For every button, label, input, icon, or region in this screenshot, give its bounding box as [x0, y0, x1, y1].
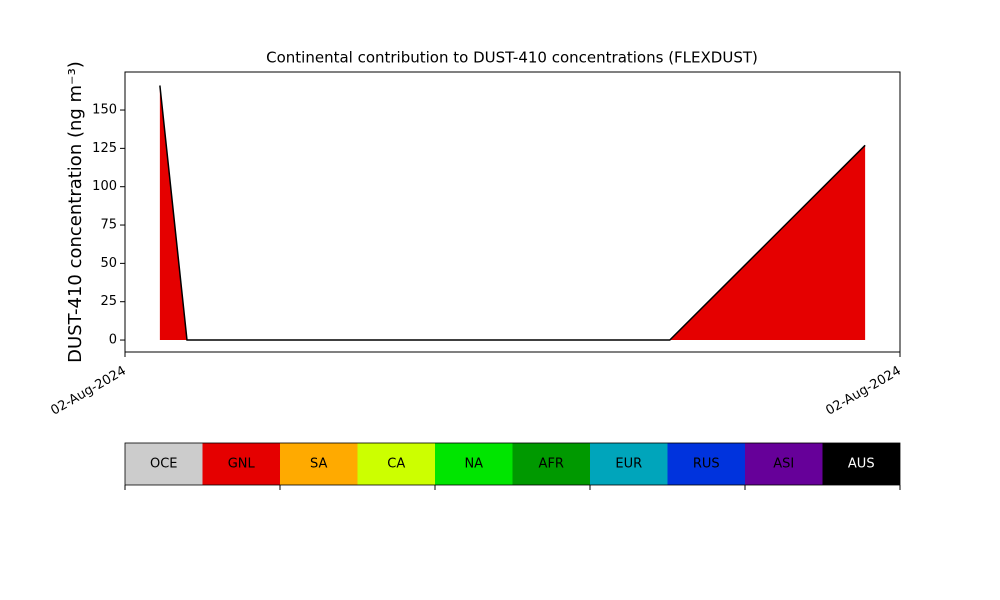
y-tick-label: 50: [100, 256, 117, 271]
colorbar-label: OCE: [150, 457, 178, 472]
colorbar-swatch: [590, 443, 668, 485]
y-tick-label: 150: [92, 103, 117, 118]
plot-area: [159, 85, 866, 341]
colorbar-frame: [124, 442, 901, 486]
colorbar-swatch: [512, 443, 590, 485]
colorbar-label: ASI: [773, 457, 794, 472]
y-tick-label: 0: [109, 333, 117, 348]
colorbar-swatch: [202, 443, 280, 485]
y-axis-label: DUST-410 concentration (ng m⁻³): [65, 61, 86, 363]
colorbar-label: NA: [464, 457, 483, 472]
colorbar-label: RUS: [693, 457, 720, 472]
chart-title: Continental contribution to DUST-410 con…: [266, 49, 758, 67]
axes-frame: [124, 71, 901, 353]
colorbar-swatch: [435, 443, 513, 485]
colorbar-label: AUS: [848, 457, 875, 472]
y-tick-label: 75: [100, 218, 117, 233]
colorbar-label: EUR: [615, 457, 642, 472]
colorbar-label: SA: [310, 457, 327, 472]
y-tick-label: 25: [100, 294, 117, 309]
colorbar-swatch: [822, 443, 900, 485]
colorbar-swatch: [667, 443, 745, 485]
colorbar-swatch: [357, 443, 435, 485]
colorbar-swatch: [745, 443, 823, 485]
colorbar-label: CA: [387, 457, 405, 472]
colorbar-swatch: [125, 443, 203, 485]
x-tick-label: 02-Aug-2024: [48, 364, 128, 419]
y-tick-label: 125: [92, 141, 117, 156]
x-tick-label: 02-Aug-2024: [823, 364, 903, 419]
total-line: [159, 85, 866, 341]
area: [159, 85, 866, 341]
colorbar-ticks: [124, 485, 901, 490]
colorbar-label: AFR: [539, 457, 564, 472]
colorbar: OCE GNL SA CA NA AFR EUR RUS ASI AUS: [125, 443, 900, 485]
y-tick-label: 100: [92, 179, 117, 194]
colorbar-swatch: [280, 443, 358, 485]
colorbar-label: GNL: [228, 457, 256, 472]
